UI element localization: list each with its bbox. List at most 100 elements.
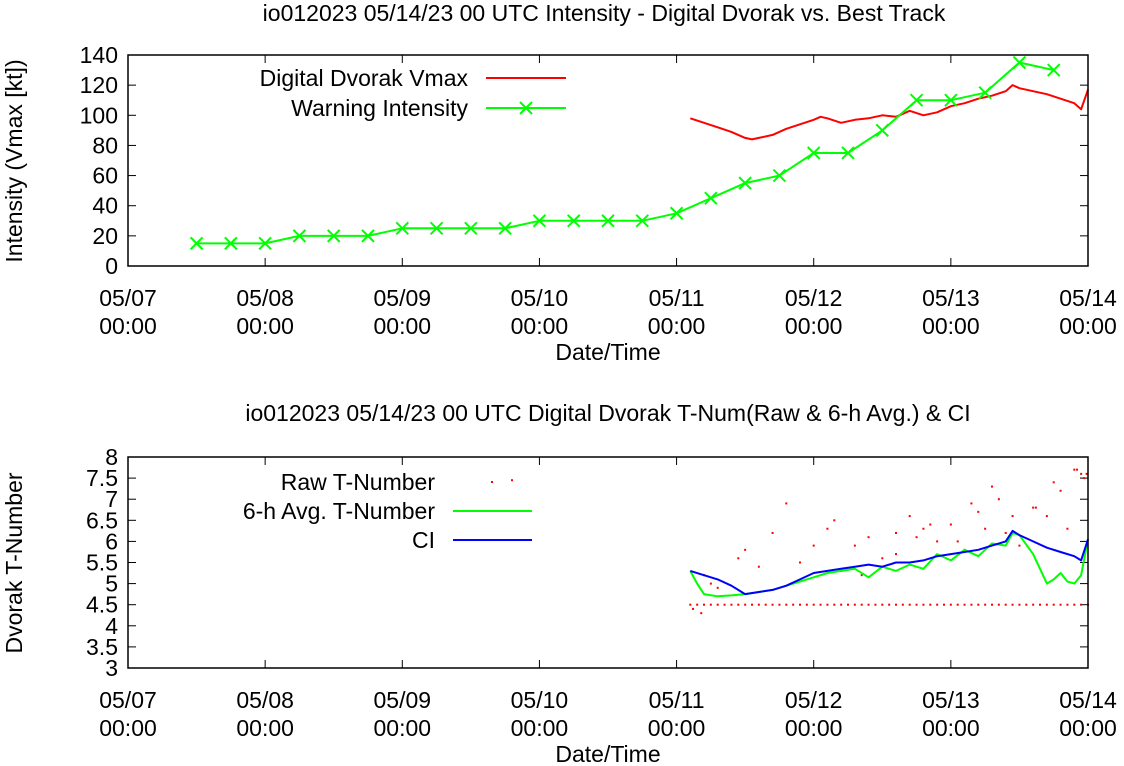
tnumber-series-raw-t-number-point (692, 607, 695, 610)
tnumber-series-raw-t-number-point (915, 536, 918, 539)
tnumber-series-raw-t-number-point (799, 561, 801, 564)
tnumber-series-raw-t-number-point (703, 603, 705, 606)
tnumber-series-raw-t-number-point (700, 612, 703, 615)
tnumber-series-raw-t-number-point (737, 557, 740, 560)
intensity-xtick-label-date: 05/12 (785, 285, 843, 311)
tnumber-series-raw-t-number-point (826, 527, 829, 530)
intensity-chart: io012023 05/14/23 00 UTC Intensity - Dig… (1, 0, 1117, 365)
intensity-series-warning-intensity-marker (841, 146, 855, 160)
tnumber-xtick-label-date: 05/10 (511, 687, 569, 713)
tnumber-series-raw-t-number-point (840, 603, 843, 606)
tnumber-series-raw-t-number-point (833, 519, 836, 522)
intensity-xtick-label-date: 05/11 (649, 285, 705, 311)
tnumber-series-raw-t-number-point (956, 603, 959, 606)
tnumber-series-raw-t-number-point (984, 527, 987, 530)
intensity-series-warning-intensity-marker (635, 214, 649, 228)
tnumber-chart-ylabel: Dvorak T-Number (1, 472, 27, 653)
tnumber-series-raw-t-number-point (757, 565, 760, 568)
tnumber-series-raw-t-number-point (1073, 603, 1076, 606)
tnumber-series-raw-t-number-point (936, 540, 939, 543)
tnumber-ytick-label: 3 (105, 655, 118, 681)
tnumber-series-raw-t-number-point (696, 603, 699, 606)
tnumber-series-raw-t-number-point (689, 603, 692, 606)
intensity-series-warning-intensity-marker (1047, 63, 1061, 77)
tnumber-series-raw-t-number-point (977, 603, 980, 606)
intensity-xtick-label-date: 05/08 (236, 285, 294, 311)
tnumber-series-raw-t-number-point (751, 603, 753, 606)
tnumber-series-raw-t-number-point (1076, 468, 1079, 471)
intensity-series-warning-intensity-marker (978, 85, 992, 100)
tnumber-series-raw-t-number-point (1066, 603, 1069, 606)
tnumber-series-raw-t-number-point (1082, 477, 1085, 480)
intensity-series-warning-intensity-marker (189, 236, 204, 251)
intensity-ytick-label: 60 (92, 163, 118, 189)
intensity-series-warning-intensity-marker (327, 229, 341, 243)
intensity-series-warning-intensity-marker (601, 214, 615, 228)
legend-label-warning-intensity: Warning Intensity (291, 95, 468, 121)
tnumber-series-raw-t-number-point (1018, 603, 1021, 606)
tnumber-series-raw-t-number-point (826, 603, 829, 606)
tnumber-series-raw-t-number-point (709, 603, 712, 606)
tnumber-series-raw-t-number-point (1052, 603, 1055, 606)
tnumber-series-raw-t-number-point (984, 603, 987, 606)
intensity-chart-legend: Digital Dvorak Vmax Warning Intensity (260, 65, 566, 121)
tnumber-series-raw-t-number-point (771, 531, 774, 534)
intensity-xtick-label-date: 05/07 (99, 285, 157, 311)
tnumber-series-raw-t-number-point (812, 544, 815, 547)
intensity-xtick-label-time: 00:00 (922, 313, 980, 339)
intensity-chart-title: io012023 05/14/23 00 UTC Intensity - Dig… (263, 0, 946, 26)
tnumber-series-raw-t-number-point (1085, 472, 1088, 475)
tnumber-series-raw-t-number-point (1004, 603, 1007, 606)
tnumber-series-raw-t-number-point (1059, 489, 1062, 492)
tnumber-series-raw-t-number-point (881, 603, 884, 606)
tnumber-series-raw-t-number-point (895, 553, 897, 556)
tnumber-series-raw-t-number-point (1080, 472, 1083, 475)
tnumber-xtick-label-date: 05/07 (99, 687, 157, 713)
tnumber-series-raw-t-number-point (1025, 603, 1028, 606)
tnumber-series-raw-t-number-point (977, 510, 980, 513)
tnumber-series-raw-t-number-point (949, 523, 952, 526)
intensity-xtick-label-time: 00:00 (99, 313, 157, 339)
tnumber-series-raw-t-number-point (723, 603, 726, 606)
tnumber-series-raw-t-number-point (929, 603, 932, 606)
tnumber-series-raw-t-number-point (1059, 603, 1062, 606)
tnumber-ytick-label: 7.5 (86, 465, 118, 491)
tnumber-series-raw-t-number (511, 468, 1089, 615)
tnumber-series-raw-t-number-point (867, 603, 870, 606)
tnumber-series-raw-t-number-point (764, 603, 767, 606)
intensity-series-warning-intensity-marker (224, 236, 238, 251)
tnumber-xtick-label-time: 00:00 (236, 715, 294, 741)
tnumber-series-raw-t-number-point (1032, 506, 1035, 509)
tnumber-chart-legend: Raw T-Number 6-h Avg. T-Number CI (243, 469, 532, 553)
tnumber-series-raw-t-number-point (716, 603, 719, 606)
tnumber-series-raw-t-number-point (785, 603, 788, 606)
tnumber-series-raw-t-number-point (716, 586, 719, 589)
intensity-ytick-label: 100 (80, 102, 118, 128)
tnumber-series-raw-t-number-point (737, 603, 740, 606)
intensity-series-warning-intensity-marker (567, 214, 581, 228)
tnumber-series-ci-line (690, 529, 1089, 596)
tnumber-series-raw-t-number-point (792, 603, 795, 606)
tnumber-series-raw-t-number-point (922, 603, 925, 606)
intensity-xtick-label-date: 05/10 (511, 285, 569, 311)
legend-marker-raw-tnumber (491, 481, 493, 483)
tnumber-series-raw-t-number-point (970, 502, 973, 505)
tnumber-series-raw-t-number-point (895, 603, 897, 606)
tnumber-series-raw-t-number-point (1045, 603, 1048, 606)
tnumber-series-raw-t-number-point (744, 603, 747, 606)
tnumber-series-raw-t-number-point (943, 603, 945, 606)
intensity-ytick-label: 140 (80, 42, 118, 68)
intensity-xtick-label-time: 00:00 (236, 313, 294, 339)
tnumber-series-raw-t-number-point (511, 479, 513, 482)
tnumber-series-raw-t-number-point (1066, 527, 1069, 530)
tnumber-series-raw-t-number-point (778, 603, 781, 606)
tnumber-series-raw-t-number-point (1034, 506, 1037, 509)
tnumber-xtick-label-date: 05/13 (922, 687, 980, 713)
intensity-chart-xlabel: Date/Time (555, 339, 660, 365)
tnumber-series-raw-t-number-point (1073, 468, 1076, 471)
intensity-series-warning-intensity-marker (292, 229, 307, 243)
tnumber-series-raw-t-number-point (812, 603, 815, 606)
tnumber-series-raw-t-number-point (929, 523, 932, 526)
tnumber-series-raw-t-number-point (853, 603, 856, 606)
